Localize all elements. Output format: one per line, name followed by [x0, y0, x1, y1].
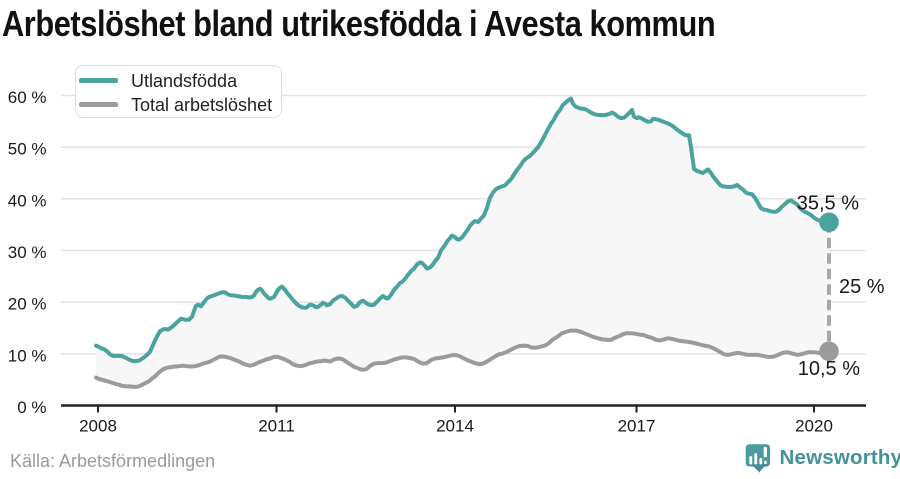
svg-text:20 %: 20 % — [8, 295, 47, 314]
svg-text:2017: 2017 — [618, 417, 656, 436]
svg-text:10,5 %: 10,5 % — [798, 358, 860, 380]
svg-text:25 %: 25 % — [839, 276, 885, 298]
svg-text:2011: 2011 — [258, 417, 295, 436]
svg-text:50 %: 50 % — [8, 140, 47, 159]
svg-text:40 %: 40 % — [8, 191, 47, 210]
svg-text:30 %: 30 % — [8, 243, 47, 262]
svg-text:2020: 2020 — [795, 417, 833, 436]
svg-text:35,5 %: 35,5 % — [797, 193, 859, 215]
svg-text:60 %: 60 % — [8, 88, 47, 107]
svg-text:2014: 2014 — [436, 417, 474, 436]
svg-text:2008: 2008 — [79, 417, 117, 436]
svg-text:0 %: 0 % — [17, 398, 46, 417]
svg-text:10 %: 10 % — [8, 346, 47, 365]
